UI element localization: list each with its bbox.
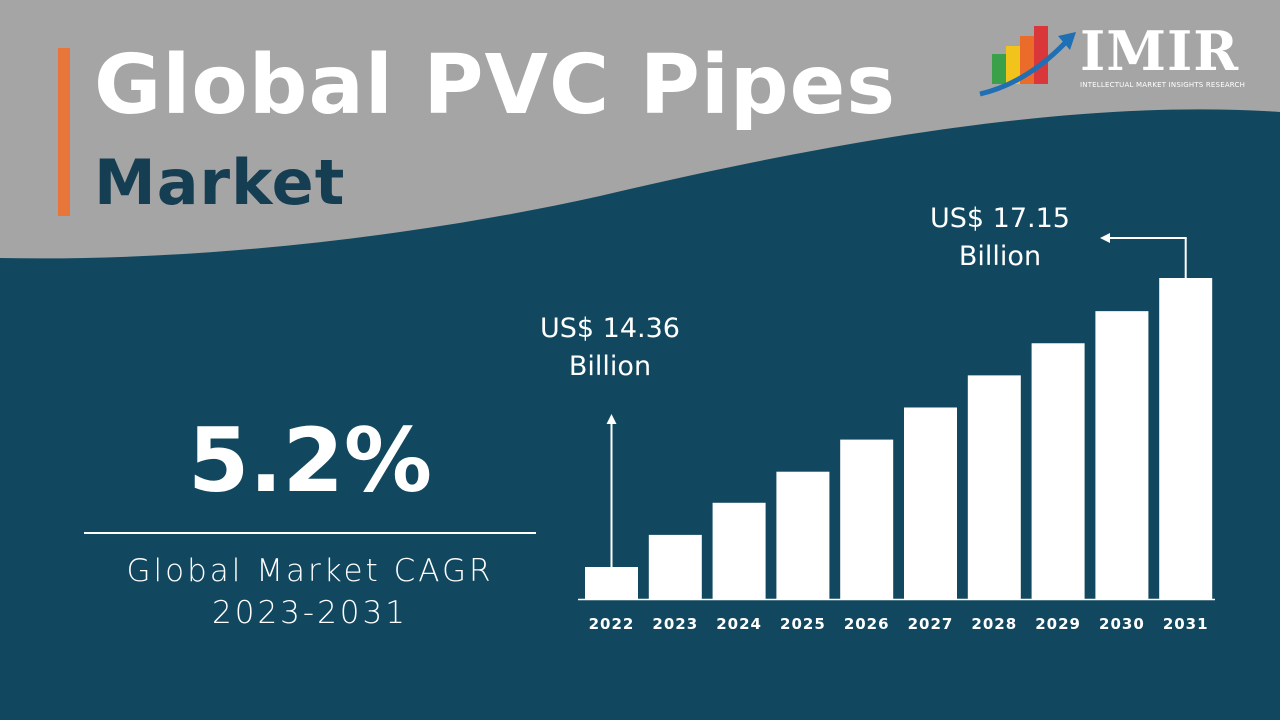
cagr-period: 2023-2031	[212, 595, 408, 631]
bar-2025	[776, 471, 830, 599]
logo-chart-icon	[979, 26, 1076, 97]
bar-2024	[712, 502, 766, 599]
bar-2030	[1095, 311, 1149, 599]
bar-2026	[840, 439, 894, 599]
title-accent-bar	[58, 48, 70, 216]
cagr-label: Global Market CAGR	[126, 553, 494, 589]
bar-2028	[967, 375, 1021, 599]
x-tick-label: 2024	[716, 615, 762, 633]
x-tick-label: 2022	[589, 615, 635, 633]
bar-2031	[1159, 278, 1213, 599]
cagr-divider	[84, 532, 536, 534]
callout-start-arrowhead	[606, 414, 617, 424]
logo-tagline: INTELLECTUAL MARKET INSIGHTS RESEARCH	[1080, 81, 1246, 89]
x-tick-label: 2026	[844, 615, 890, 633]
x-tick-label: 2028	[971, 615, 1017, 633]
x-tick-label: 2029	[1035, 615, 1081, 633]
bar-2022	[585, 567, 638, 599]
callout-start-amount: US$ 14.36	[540, 313, 680, 344]
callout-start-value: US$ 14.36 Billion	[500, 310, 720, 386]
imir-logo: IMIR INTELLECTUAL MARKET INSIGHTS RESEAR…	[976, 18, 1266, 100]
callout-end-value: US$ 17.15 Billion	[890, 200, 1110, 276]
bar-2029	[1031, 343, 1085, 599]
callout-end-arrowhead	[1100, 233, 1110, 243]
callout-end-unit: Billion	[958, 240, 1042, 272]
bar-2023	[648, 534, 702, 599]
x-tick-label: 2030	[1099, 615, 1145, 633]
page-subtitle: Market	[94, 146, 346, 219]
page-title: Global PVC Pipes	[94, 38, 897, 133]
callout-start-unit: Billion	[568, 350, 652, 382]
logo-wordmark: IMIR	[1080, 19, 1240, 83]
x-tick-label: 2027	[908, 615, 954, 633]
x-tick-label: 2025	[780, 615, 826, 633]
bar-2027	[904, 407, 957, 599]
x-tick-label: 2031	[1163, 615, 1209, 633]
cagr-value: 5.2%	[187, 409, 433, 512]
x-tick-label: 2023	[652, 615, 698, 633]
callout-end-amount: US$ 17.15	[930, 203, 1070, 234]
